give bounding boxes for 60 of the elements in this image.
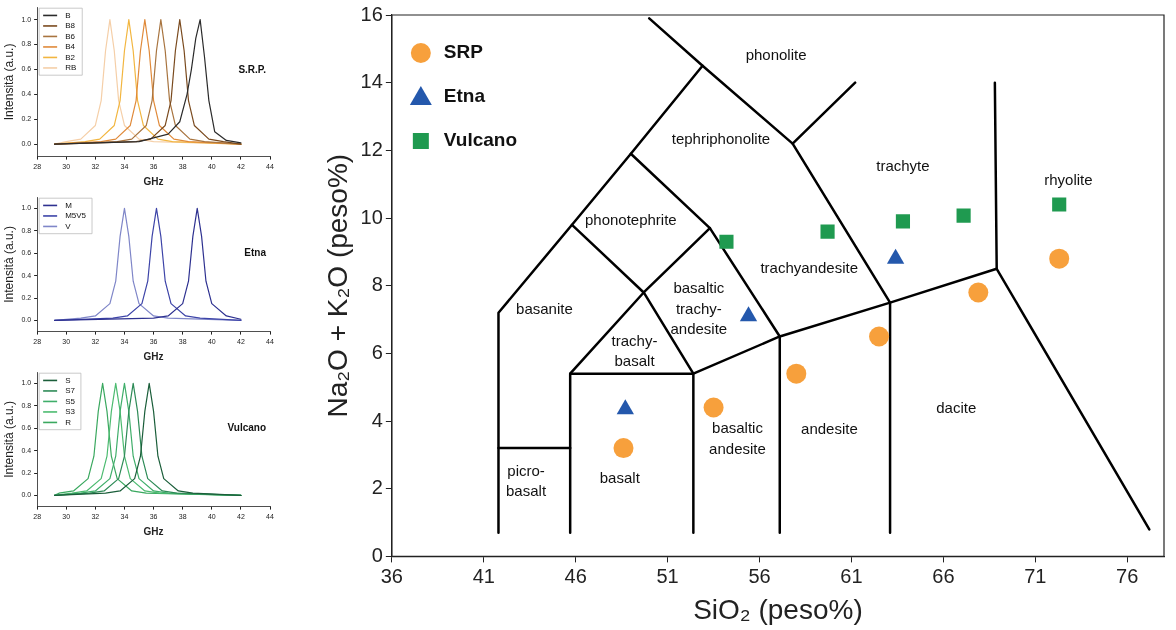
annotation: picro- basalt bbox=[506, 461, 547, 500]
y-tick-label: 12 bbox=[360, 137, 383, 160]
annotation: Etna bbox=[244, 247, 267, 259]
y-axis-title: Na₂O + K₂O (peso%) bbox=[321, 153, 353, 418]
y-axis-title: Intensità (a.u.) bbox=[1, 43, 16, 121]
annotation: trachy- basalt bbox=[611, 331, 658, 370]
legend-label: RB bbox=[65, 63, 77, 73]
y-axis-title: Intensità (a.u.) bbox=[1, 401, 16, 478]
x-tick-label: 46 bbox=[564, 564, 587, 587]
legend-label: B bbox=[65, 10, 71, 20]
legend-label: S7 bbox=[65, 386, 76, 396]
annotation: basalt bbox=[599, 468, 641, 486]
y-tick-label: 14 bbox=[360, 70, 383, 93]
legend-label: V bbox=[65, 221, 72, 231]
legend-label: M5V5 bbox=[65, 211, 87, 221]
annotation: dacite bbox=[936, 399, 977, 417]
annotation: andesite bbox=[801, 419, 858, 437]
x-tick-label: 36 bbox=[380, 564, 403, 587]
annotation: trachyandesite bbox=[760, 259, 858, 277]
y-tick-label: 16 bbox=[360, 2, 383, 25]
x-tick-label: 51 bbox=[656, 564, 679, 587]
y-tick-label: 8 bbox=[371, 273, 383, 296]
annotation: basaltic andesite bbox=[709, 419, 766, 457]
y-tick-label: 6 bbox=[371, 340, 383, 363]
legend-label: B4 bbox=[65, 42, 76, 52]
annotation: phonolite bbox=[745, 45, 807, 63]
legend-label: M bbox=[65, 200, 73, 210]
annotation: trachyte bbox=[876, 157, 930, 175]
x-tick-label: 41 bbox=[472, 564, 495, 587]
legend-label: B8 bbox=[65, 21, 76, 31]
annotation: tephriphonolite bbox=[671, 130, 771, 148]
x-axis-title: GHz bbox=[143, 525, 164, 537]
legend-label: B2 bbox=[65, 52, 76, 62]
annotation: rhyolite bbox=[1044, 170, 1093, 188]
y-axis-title: Intensità (a.u.) bbox=[1, 226, 16, 303]
y-tick-label: 2 bbox=[371, 476, 383, 499]
legend-label: Etna bbox=[443, 85, 486, 107]
annotation: basanite bbox=[516, 299, 573, 317]
y-tick-label: 0 bbox=[371, 543, 383, 566]
x-tick-label: 56 bbox=[748, 564, 771, 587]
legend-label: B6 bbox=[65, 31, 76, 41]
y-tick-label: 4 bbox=[371, 408, 383, 431]
x-tick-label: 71 bbox=[1024, 564, 1047, 587]
legend-label: SRP bbox=[443, 41, 484, 63]
annotation: phonotephrite bbox=[584, 211, 677, 229]
x-tick-label: 66 bbox=[932, 564, 955, 587]
legend-label: S5 bbox=[65, 396, 76, 406]
x-tick-label: 76 bbox=[1116, 564, 1139, 587]
annotation: S.R.P. bbox=[238, 63, 267, 75]
legend-label: R bbox=[65, 417, 72, 427]
x-axis-title: SiO₂ (peso%) bbox=[693, 593, 863, 625]
x-tick-label: 61 bbox=[840, 564, 863, 587]
y-tick-label: 10 bbox=[360, 205, 383, 228]
x-axis-title: GHz bbox=[143, 350, 164, 362]
annotation: Vulcano bbox=[227, 422, 266, 434]
annotation: basaltic trachy- andesite bbox=[670, 279, 728, 337]
legend-label: S bbox=[65, 375, 71, 385]
legend-label: S3 bbox=[65, 407, 76, 417]
x-axis-title: GHz bbox=[143, 175, 164, 187]
legend-label: Vulcano bbox=[443, 129, 518, 151]
